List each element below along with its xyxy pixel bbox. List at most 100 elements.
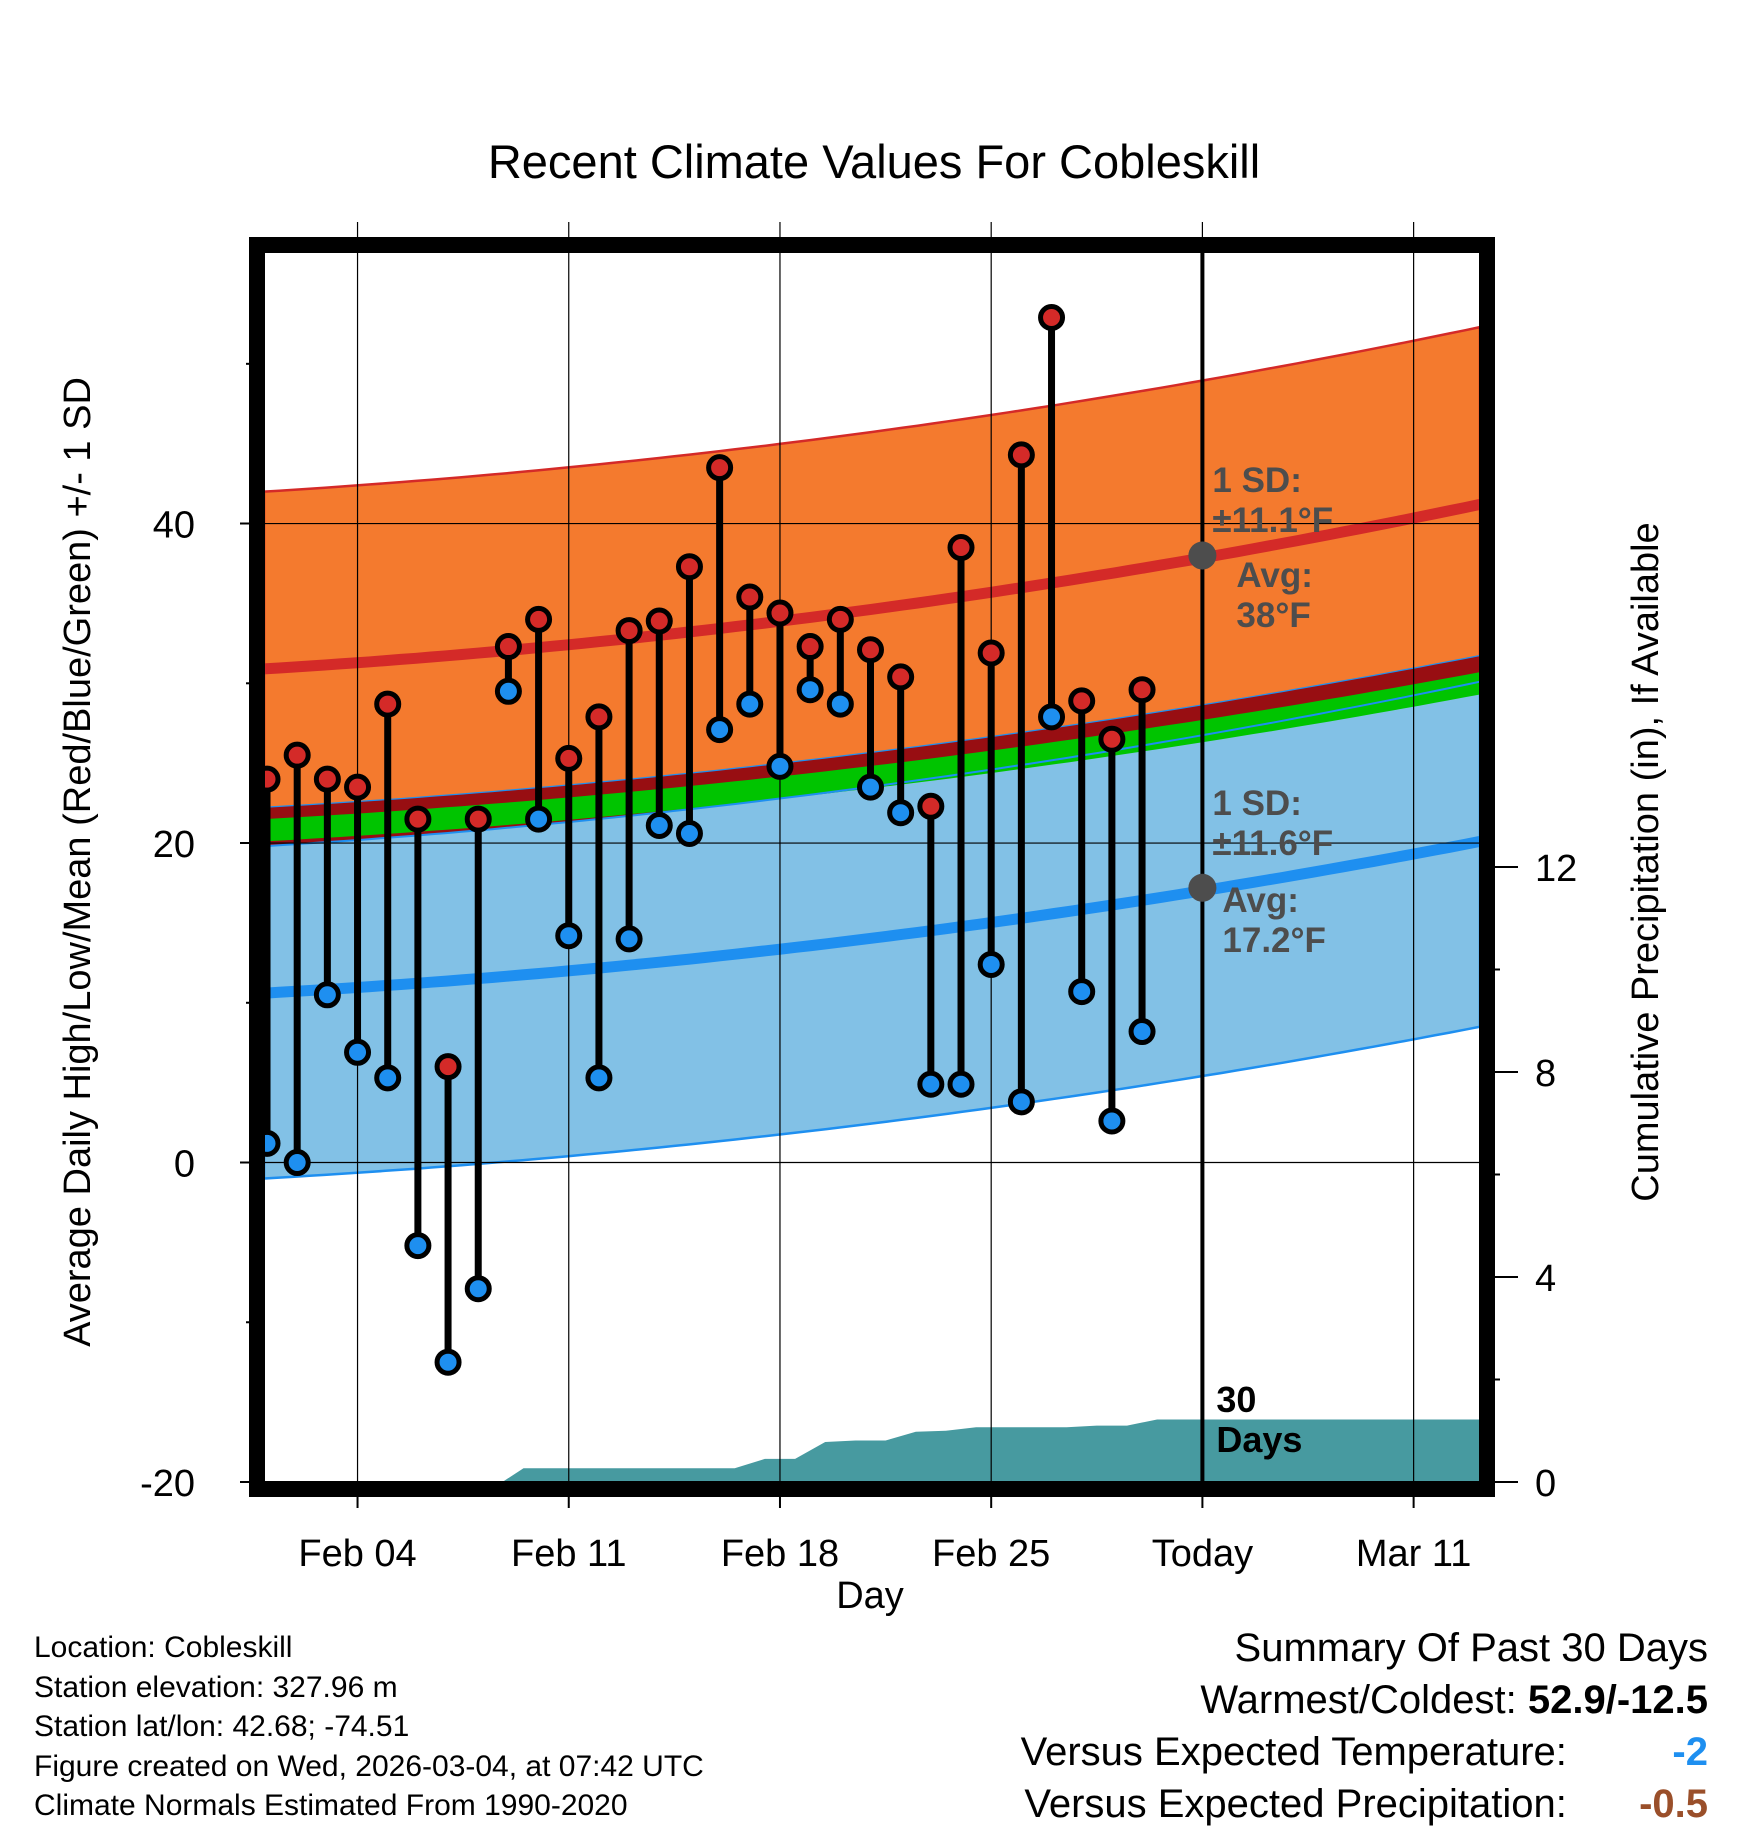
today-low-avg-point (1188, 873, 1217, 902)
high-avg-label: Avg: (1236, 556, 1312, 595)
daily-high-point (464, 805, 492, 833)
daily-low-point (1007, 1088, 1035, 1116)
elevation-text: Station elevation: 327.96 m (34, 1670, 398, 1704)
y-axis-label-right: Cumulative Precipitation (in), If Availa… (1625, 522, 1667, 1201)
daily-low-point (796, 676, 824, 704)
high-avg-value: 38°F (1236, 596, 1310, 635)
daily-low-point (374, 1064, 402, 1092)
daily-high-point (1068, 687, 1096, 715)
daily-high-point (1038, 303, 1066, 331)
daily-high-point (434, 1053, 462, 1081)
daily-high-point (555, 744, 583, 772)
window-label: 30 (1216, 1379, 1256, 1420)
y-tick-label-left: -20 (140, 1463, 195, 1505)
daily-low-point (1068, 978, 1096, 1006)
daily-high-point (313, 765, 341, 793)
daily-low-point (494, 677, 522, 705)
daily-low-point (464, 1275, 492, 1303)
x-axis-label: Day (836, 1575, 904, 1617)
daily-low-point (675, 819, 703, 847)
daily-low-point (1098, 1107, 1126, 1135)
normals-text: Climate Normals Estimated From 1990-2020 (34, 1789, 628, 1822)
y-tick-label-right: 4 (1535, 1258, 1556, 1300)
summary-panel: Summary Of Past 30 Days Warmest/Coldest:… (1021, 1622, 1708, 1830)
daily-high-point (977, 639, 1005, 667)
plot-frame (249, 237, 1495, 1497)
warm-cold-label: Warmest/Coldest: (1200, 1678, 1517, 1722)
daily-high-point (1007, 441, 1035, 469)
daily-low-point (856, 773, 884, 801)
daily-low-point (887, 799, 915, 827)
y-tick-label-left: 0 (174, 1144, 195, 1186)
daily-low-point (615, 925, 643, 953)
x-tick-label: Feb 11 (511, 1533, 626, 1575)
daily-low-point (434, 1348, 462, 1376)
daily-high-point (1098, 725, 1126, 753)
y-axis-label-left: Average Daily High/Low/Mean (Red/Blue/Gr… (57, 377, 99, 1347)
daily-high-point (344, 773, 372, 801)
daily-low-point (585, 1064, 613, 1092)
daily-high-point (283, 741, 311, 769)
y-tick-label-right: 0 (1535, 1463, 1556, 1505)
daily-low-point (344, 1038, 372, 1066)
daily-low-point (706, 716, 734, 744)
daily-high-point (404, 805, 432, 833)
daily-low-point (313, 981, 341, 1009)
latlon-text: Station lat/lon: 42.68; -74.51 (34, 1710, 410, 1743)
normal-high-line (263, 499, 1482, 675)
daily-high-point (856, 636, 884, 664)
daily-low-point (404, 1232, 432, 1260)
temp-label: Versus Expected Temperature: (1020, 1730, 1567, 1774)
high-sd-label: 1 SD: (1212, 461, 1301, 500)
precip-value: -0.5 (1639, 1782, 1708, 1826)
y-tick-label-right: 8 (1535, 1053, 1556, 1095)
daily-high-point (706, 454, 734, 482)
precip-label: Versus Expected Precipitation: (1024, 1782, 1567, 1826)
precip-area (267, 1419, 1480, 1482)
daily-high-point (615, 617, 643, 645)
daily-high-point (796, 633, 824, 661)
x-tick-label: Feb 18 (721, 1533, 839, 1575)
x-tick-label: Today (1152, 1533, 1253, 1575)
y-tick-label-right: 12 (1535, 848, 1577, 890)
daily-low-point (645, 811, 673, 839)
daily-low-point (1128, 1018, 1156, 1046)
daily-low-point (977, 950, 1005, 978)
x-tick-label: Feb 04 (298, 1533, 416, 1575)
daily-high-point (645, 607, 673, 635)
daily-low-point (525, 805, 553, 833)
daily-low-point (283, 1149, 311, 1177)
daily-high-point (826, 605, 854, 633)
summary-title: Summary Of Past 30 Days (1234, 1626, 1708, 1670)
low-avg-value: 17.2°F (1222, 921, 1326, 960)
daily-high-point (374, 690, 402, 718)
low-sd-value: ±11.6°F (1212, 824, 1333, 863)
daily-low-point (766, 752, 794, 780)
daily-low-point (917, 1070, 945, 1098)
low-sd-label: 1 SD: (1212, 784, 1301, 823)
today-high-avg-point (1188, 541, 1217, 570)
warm-cold-value: 52.9/-12.5 (1527, 1678, 1708, 1722)
daily-low-point (1038, 703, 1066, 731)
location-text: Location: Cobleskill (34, 1631, 293, 1664)
daily-high-point (947, 534, 975, 562)
daily-low-point (736, 690, 764, 718)
y-tick-label-left: 40 (153, 505, 195, 547)
daily-high-point (585, 703, 613, 731)
daily-low-point (947, 1070, 975, 1098)
daily-high-point (525, 605, 553, 633)
high-sd-value: ±11.1°F (1212, 501, 1333, 540)
daily-high-point (1128, 676, 1156, 704)
daily-high-point (887, 663, 915, 691)
station-info: Location: Cobleskill Station elevation: … (34, 1628, 704, 1826)
temp-value: -2 (1672, 1730, 1708, 1774)
daily-low-point (555, 922, 583, 950)
daily-high-point (917, 792, 945, 820)
summary-temp: Versus Expected Temperature: -2 (1021, 1726, 1708, 1778)
window-label-days: Days (1216, 1419, 1302, 1460)
summary-warm-cold: Warmest/Coldest: 52.9/-12.5 (1021, 1674, 1708, 1726)
summary-precip: Versus Expected Precipitation: -0.5 (1021, 1778, 1708, 1830)
low-avg-label: Avg: (1222, 881, 1298, 920)
